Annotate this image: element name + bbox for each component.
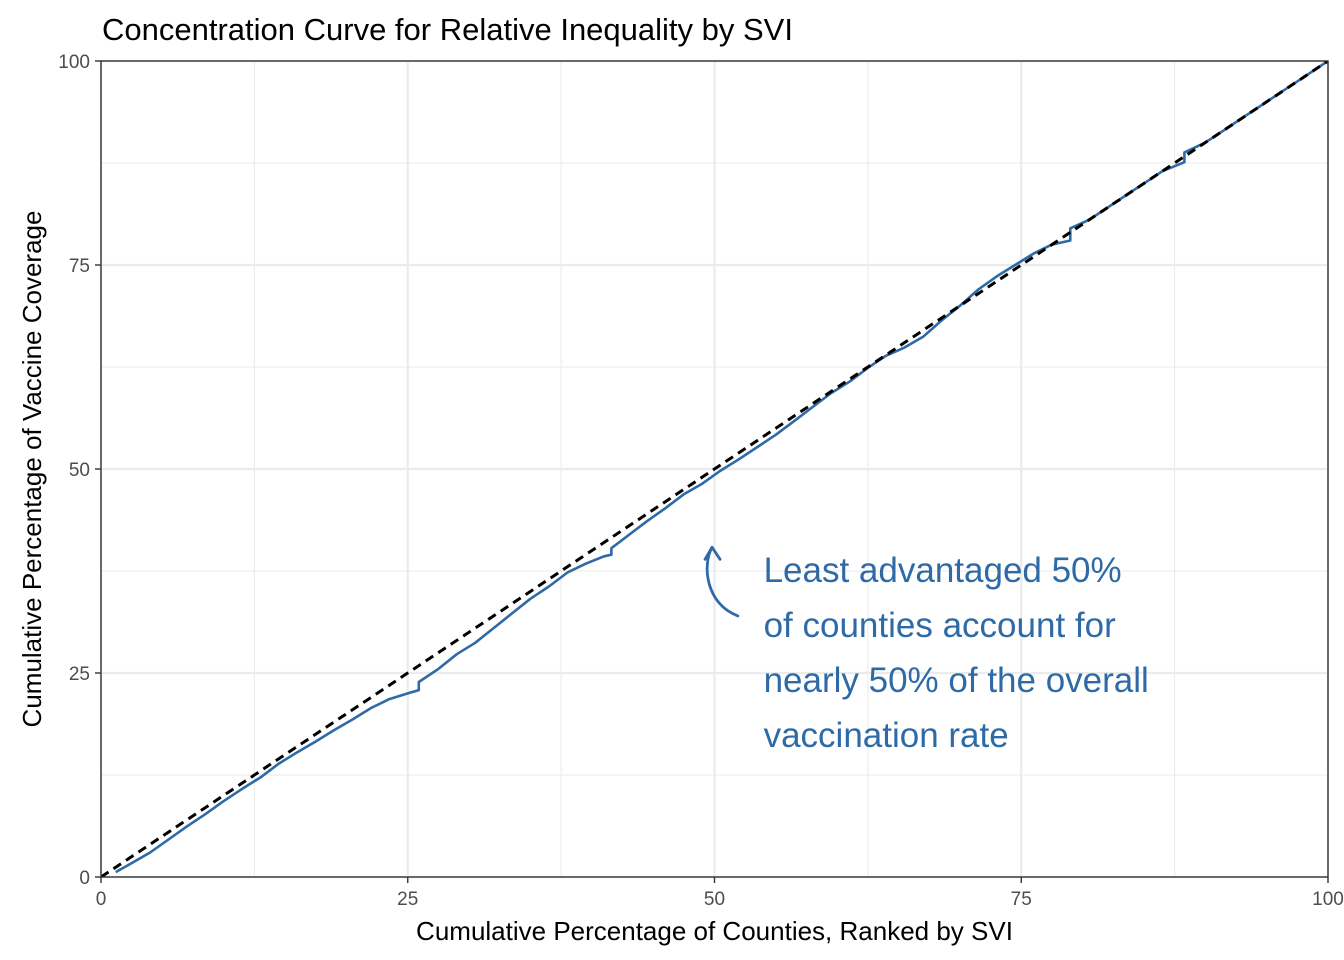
- chart-title: Concentration Curve for Relative Inequal…: [102, 12, 793, 47]
- y-tick-label: 75: [69, 256, 90, 277]
- y-tick-label: 50: [69, 460, 90, 481]
- x-tick-label: 50: [704, 889, 725, 910]
- y-axis-title: Cumulative Percentage of Vaccine Coverag…: [17, 211, 47, 728]
- x-tick-label: 75: [1011, 889, 1032, 910]
- equality-line: [101, 61, 1328, 877]
- y-axis: 0 25 50 75 100: [58, 52, 101, 889]
- annotation-arrowhead: [703, 545, 722, 561]
- y-tick-label: 25: [69, 664, 90, 685]
- series-layer: [101, 61, 1328, 877]
- annotation-text-line: Least advantaged 50%: [764, 551, 1122, 590]
- annotation-text-line: nearly 50% of the overall: [764, 661, 1149, 700]
- annotation: Least advantaged 50% of counties account …: [703, 545, 1149, 755]
- x-tick-label: 100: [1312, 889, 1344, 910]
- x-tick-label: 0: [96, 889, 107, 910]
- y-tick-label: 100: [58, 52, 90, 73]
- annotation-text-line: of counties account for: [764, 606, 1116, 645]
- x-axis-title: Cumulative Percentage of Counties, Ranke…: [416, 916, 1013, 946]
- annotation-text-line: vaccination rate: [764, 716, 1009, 755]
- y-tick-label: 0: [79, 868, 90, 889]
- x-tick-label: 25: [397, 889, 418, 910]
- x-axis: 0 25 50 75 100: [96, 877, 1344, 910]
